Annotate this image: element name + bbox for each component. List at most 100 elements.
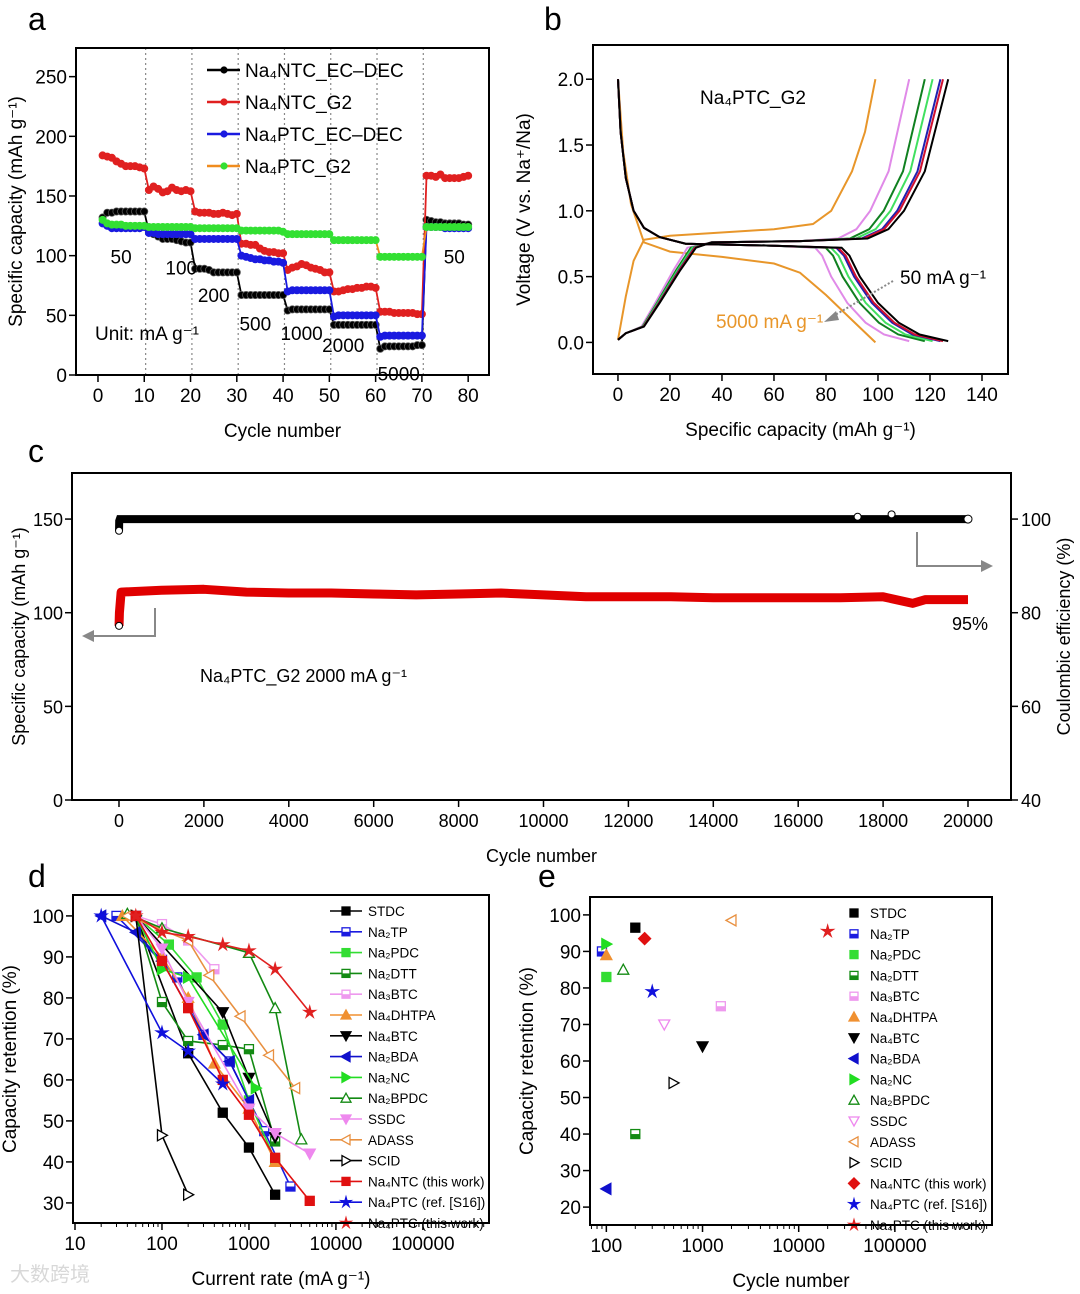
data-point [232,209,241,218]
y-tick-label: 100 [35,247,67,268]
capacity-first-point [115,621,124,630]
x-tick-label: 8000 [439,811,479,831]
triangle-up-marker [616,962,630,975]
legend-label: Na₂TP [870,927,910,942]
watermark: 大数跨境 [10,1262,90,1286]
x-tick-label: 0 [93,386,104,407]
y-tick-label: 150 [33,510,63,530]
y-tick-label: 2.0 [558,70,584,91]
triangle-down-marker [695,1041,710,1054]
star-marker [127,907,144,923]
series-na-ptc-ref-s16- [93,907,231,1091]
triangle-down-marker [339,1031,353,1043]
square-marker [243,1142,255,1153]
series-na-btc [695,1041,710,1054]
legend-label: ADASS [870,1135,916,1150]
panel-letter-e: e [538,858,556,894]
triangle-down-marker [847,1033,861,1045]
triangle-left-marker [847,1135,859,1148]
y-tick-label: 20 [560,1198,581,1219]
legend-label: ADASS [368,1133,414,1148]
rate-label: 200 [198,286,230,307]
series-scid [668,1076,681,1090]
y-tick-label: 1.5 [558,136,584,157]
y-tick-label: 1.0 [558,202,584,223]
discharge-curve [617,79,933,343]
legend-label: Na₂TP [368,925,408,940]
rate-label: 50 [111,248,132,269]
y-axis-label: Specific capacity (mAh g⁻¹) [6,96,27,327]
star-marker [214,936,231,952]
star-marker [241,942,257,958]
y-tick-label: 90 [560,942,581,963]
panel-c-long-cycling: Na₄PTC_G2 2000 mA g⁻¹95%0 2000 4000 6000 800… [9,472,1074,866]
x-tick-label: 50 [319,386,340,407]
triangle-left-marker [847,1052,859,1065]
legend-marker [220,66,228,74]
star-marker [819,923,836,939]
square-half-fill [850,933,858,938]
triangle-left-marker [262,1048,275,1062]
legend-label: Na₃BTC [870,989,920,1004]
y-tick-label: 150 [35,187,67,208]
discharge-curve [617,79,949,343]
discharge-curve [617,79,944,343]
triangle-up-marker [294,1132,308,1145]
y-tick-label: 0 [56,366,67,387]
y-axis-label: Capacity retention (%) [517,967,538,1155]
triangle-up-marker [339,1008,353,1020]
x-tick-label: 12000 [603,811,653,831]
square-marker [341,906,351,916]
triangle-up-marker [339,1091,353,1103]
triangle-left-marker [599,1182,612,1196]
y-axis-label: Specific capacity (mAh g⁻¹) [9,527,29,746]
x-tick-label: 10000 [518,811,568,831]
x-tick-label: 6000 [354,811,394,831]
x-tick-label: 80 [458,386,479,407]
star-marker [180,928,196,944]
legend-label: SSDC [368,1112,406,1127]
x-tick-label: 16000 [773,811,823,831]
series-na-pdc [601,971,612,983]
legend-label: Na₂NC [368,1070,410,1085]
star-marker [154,1024,170,1040]
star-marker [644,983,661,999]
plot-frame-b [592,44,1009,375]
triangle-right-marker [849,1156,861,1169]
triangle-down-marker [216,1007,230,1020]
y-tick-label: 250 [35,68,67,89]
y-axis-label: Capacity retention (%) [0,965,21,1153]
panel-letter-a: a [28,1,46,37]
x-tick-label: 80 [815,385,836,406]
legend-label: Na₃BTC [368,987,418,1002]
series-line [135,915,311,1155]
x-tick-label: 30 [226,386,247,407]
triangle-down-marker [155,943,169,956]
x-tick-label: 70 [411,386,432,407]
legend-label: STDC [870,906,907,921]
data-point [417,252,426,261]
y-tick-label: 0.5 [558,268,584,289]
y-tick-label: 40 [1021,791,1041,811]
x-tick-label: 40 [273,386,294,407]
legend-label: Na₄DHTPA [870,1010,938,1025]
triangle-right-marker [183,1188,196,1202]
legend-label: Na₄PTC (ref. [S16]) [368,1195,485,1210]
sample-label: Na₄PTC_G2 [700,88,806,109]
square-marker [304,1195,315,1207]
legend-label: Na₄PTC_EC–DEC [245,125,403,146]
series-2 [98,151,473,319]
triangle-right-marker [601,937,614,951]
legend-label: Na₄NTC_G2 [245,93,352,114]
square-half-fill [630,1134,640,1139]
x-tick-label: 60 [763,385,784,406]
retention-label: 95% [952,614,988,634]
y-axis-label: Voltage (V vs. Na⁺/Na) [514,113,535,306]
data-point [232,234,241,243]
legend-label: Na₂NC [870,1072,912,1087]
triangle-left-marker [339,1050,351,1063]
panel-d-rate-comparison: STDC Na₂TP Na₂PDC Na₂DTT Na₃BTC Na₄DHTPA Na₄BT… [0,894,490,1290]
discharge-curve [617,79,926,343]
y2-axis-label: Coulombic efficiency (%) [1054,538,1074,736]
triangle-left-marker [242,1093,255,1108]
